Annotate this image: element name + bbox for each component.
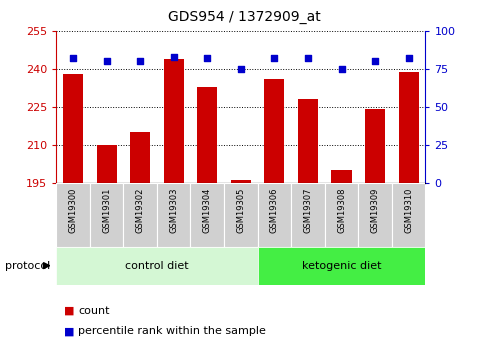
Point [270,56,278,61]
Bar [257,247,425,285]
Bar [257,183,290,247]
Point [169,54,177,60]
Bar [90,183,123,247]
Point [136,59,144,64]
Bar [297,99,317,183]
Bar [398,71,418,183]
Point [337,66,345,72]
Bar [358,183,391,247]
Bar [264,79,284,183]
Point [102,59,110,64]
Bar [391,183,425,247]
Bar [190,183,224,247]
Point [370,59,378,64]
Bar [163,59,183,183]
Bar [130,132,150,183]
Bar [331,170,351,183]
Text: GSM19302: GSM19302 [135,188,144,233]
Point [404,56,412,61]
Text: ■: ■ [63,306,74,315]
Bar [230,180,250,183]
Text: count: count [78,306,109,315]
Point [236,66,244,72]
Text: GSM19306: GSM19306 [269,188,278,234]
Text: protocol: protocol [5,261,50,270]
Point [203,56,211,61]
Bar [56,247,257,285]
Bar [96,145,117,183]
Bar [63,74,83,183]
Text: GSM19304: GSM19304 [203,188,211,233]
Text: ■: ■ [63,326,74,336]
Bar [157,183,190,247]
Text: GSM19305: GSM19305 [236,188,245,233]
Text: GDS954 / 1372909_at: GDS954 / 1372909_at [168,10,320,24]
Text: percentile rank within the sample: percentile rank within the sample [78,326,265,336]
Text: GSM19307: GSM19307 [303,188,312,234]
Text: GSM19301: GSM19301 [102,188,111,233]
Text: GSM19300: GSM19300 [68,188,78,233]
Text: GSM19303: GSM19303 [169,188,178,234]
Text: control diet: control diet [125,261,188,270]
Bar [224,183,257,247]
Text: GSM19310: GSM19310 [403,188,412,233]
Bar [56,183,90,247]
Bar [324,183,358,247]
Bar [364,109,385,183]
Bar [290,183,324,247]
Point [304,56,311,61]
Bar [197,87,217,183]
Bar [123,183,157,247]
Text: GSM19308: GSM19308 [336,188,346,234]
Point [69,56,77,61]
Text: GSM19309: GSM19309 [370,188,379,233]
Text: ketogenic diet: ketogenic diet [301,261,381,270]
